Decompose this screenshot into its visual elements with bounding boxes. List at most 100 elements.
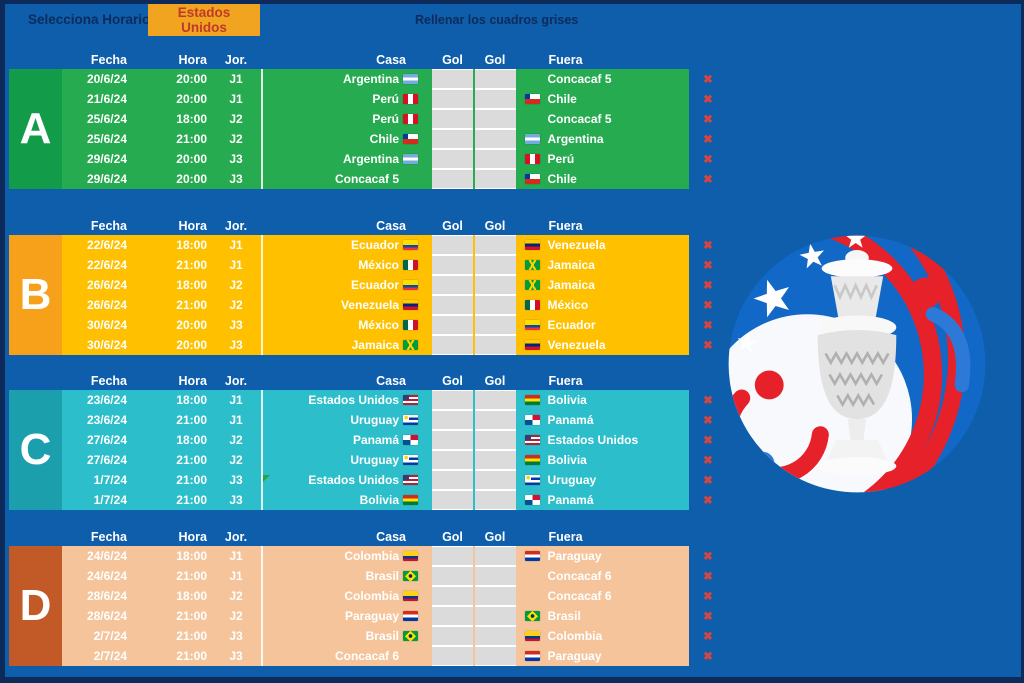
delete-row-button[interactable]: ✖ xyxy=(703,94,713,106)
gol-fuera-cell[interactable] xyxy=(474,149,516,169)
delete-row-button[interactable]: ✖ xyxy=(703,134,713,146)
flag-mexico-icon xyxy=(403,320,418,330)
fixture-row: 1/7/24 21:00 J3 Estados Unidos Uruguay ✖ xyxy=(62,470,713,490)
delete-row-button[interactable]: ✖ xyxy=(703,260,713,272)
gol-casa-cell[interactable] xyxy=(432,626,473,646)
gol-fuera-cell[interactable] xyxy=(474,546,516,566)
delete-row-button[interactable]: ✖ xyxy=(703,395,713,407)
group-d-section: Fecha Hora Jor. Casa Gol Gol Fuera D 24/… xyxy=(9,529,729,669)
delete-row-button[interactable]: ✖ xyxy=(703,280,713,292)
gol-casa-cell[interactable] xyxy=(432,586,473,606)
jornada-cell: J1 xyxy=(229,92,243,106)
gol-fuera-cell[interactable] xyxy=(474,275,516,295)
gol-casa-cell[interactable] xyxy=(432,235,473,255)
gol-fuera-cell[interactable] xyxy=(474,255,516,275)
gol-fuera-cell[interactable] xyxy=(474,169,516,189)
gol-fuera-cell[interactable] xyxy=(474,69,516,89)
gol-casa-cell[interactable] xyxy=(432,129,473,149)
gol-fuera-cell[interactable] xyxy=(474,646,516,666)
gol-fuera-cell[interactable] xyxy=(474,89,516,109)
gol-fuera-cell[interactable] xyxy=(474,490,516,510)
gol-casa-cell[interactable] xyxy=(432,606,473,626)
gol-fuera-cell[interactable] xyxy=(474,315,516,335)
delete-row-button[interactable]: ✖ xyxy=(703,591,713,603)
gol-casa-cell[interactable] xyxy=(432,410,473,430)
flag-brasil-icon xyxy=(524,611,540,621)
gol-casa-cell[interactable] xyxy=(432,546,473,566)
delete-row-button[interactable]: ✖ xyxy=(703,415,713,427)
casa-cell: Argentina xyxy=(261,152,420,166)
gol-casa-cell[interactable] xyxy=(432,89,473,109)
timezone-select-button[interactable]: Estados Unidos xyxy=(148,4,260,36)
gol-fuera-cell[interactable] xyxy=(474,470,516,490)
delete-row-button[interactable]: ✖ xyxy=(703,435,713,447)
gol-fuera-cell[interactable] xyxy=(474,586,516,606)
gol-fuera-cell[interactable] xyxy=(474,626,516,646)
hora-cell: 21:00 xyxy=(176,473,207,487)
gol-casa-cell[interactable] xyxy=(432,430,473,450)
delete-row-button[interactable]: ✖ xyxy=(703,240,713,252)
delete-row-button[interactable]: ✖ xyxy=(703,455,713,467)
gol-casa-cell[interactable] xyxy=(432,255,473,275)
gol-fuera-cell[interactable] xyxy=(474,335,516,355)
group-letter-badge: D xyxy=(9,546,62,666)
fuera-cell: Uruguay xyxy=(519,473,690,487)
fixture-row: 2/7/24 21:00 J3 Concacaf 6 Paraguay ✖ xyxy=(62,646,713,666)
gol-casa-cell[interactable] xyxy=(432,646,473,666)
delete-row-button[interactable]: ✖ xyxy=(703,340,713,352)
gol-casa-cell[interactable] xyxy=(432,390,473,410)
gol-fuera-cell[interactable] xyxy=(474,390,516,410)
away-team-name: Jamaica xyxy=(547,258,595,272)
delete-row-button[interactable]: ✖ xyxy=(703,631,713,643)
delete-row-button[interactable]: ✖ xyxy=(703,174,713,186)
hora-cell: 20:00 xyxy=(176,318,207,332)
gol-fuera-cell[interactable] xyxy=(474,606,516,626)
gol-casa-cell[interactable] xyxy=(432,566,473,586)
gol-casa-cell[interactable] xyxy=(432,69,473,89)
gol-casa-cell[interactable] xyxy=(432,149,473,169)
flag-estados-unidos-icon xyxy=(403,395,418,405)
delete-row-button[interactable]: ✖ xyxy=(703,495,713,507)
delete-row-button[interactable]: ✖ xyxy=(703,651,713,663)
delete-row-button[interactable]: ✖ xyxy=(703,114,713,126)
casa-cell: Ecuador xyxy=(261,278,420,292)
gol-fuera-cell[interactable] xyxy=(474,450,516,470)
gol-fuera-cell[interactable] xyxy=(474,129,516,149)
gol-fuera-cell[interactable] xyxy=(474,410,516,430)
gol-fuera-cell[interactable] xyxy=(474,566,516,586)
gol-casa-cell[interactable] xyxy=(432,335,473,355)
delete-row-button[interactable]: ✖ xyxy=(703,300,713,312)
casa-cell: Bolivia xyxy=(261,493,420,507)
casa-cell: Panamá xyxy=(261,433,420,447)
delete-row-button[interactable]: ✖ xyxy=(703,571,713,583)
group-b-section: Fecha Hora Jor. Casa Gol Gol Fuera B 22/… xyxy=(9,218,729,358)
fuera-cell: Bolivia xyxy=(519,453,690,467)
gol-fuera-cell[interactable] xyxy=(474,235,516,255)
away-team-name: Argentina xyxy=(547,132,604,146)
gol-casa-cell[interactable] xyxy=(432,490,473,510)
gol-fuera-cell[interactable] xyxy=(474,109,516,129)
gol-casa-cell[interactable] xyxy=(432,450,473,470)
gol-fuera-cell[interactable] xyxy=(474,295,516,315)
delete-row-button[interactable]: ✖ xyxy=(703,551,713,563)
gol-fuera-cell[interactable] xyxy=(474,430,516,450)
gol-casa-cell[interactable] xyxy=(432,169,473,189)
delete-row-button[interactable]: ✖ xyxy=(703,475,713,487)
gol-casa-cell[interactable] xyxy=(432,470,473,490)
delete-row-button[interactable]: ✖ xyxy=(703,320,713,332)
jornada-cell: J1 xyxy=(229,258,243,272)
group-rows: 22/6/24 18:00 J1 Ecuador Venezuela ✖ 22/… xyxy=(62,235,713,355)
delete-row-button[interactable]: ✖ xyxy=(703,611,713,623)
hora-cell: 21:00 xyxy=(176,453,207,467)
column-header-fecha: Fecha xyxy=(90,374,127,388)
delete-row-button[interactable]: ✖ xyxy=(703,74,713,86)
group-table: C 23/6/24 18:00 J1 Estados Unidos Bolivi… xyxy=(9,390,713,510)
delete-row-button[interactable]: ✖ xyxy=(703,154,713,166)
gol-casa-cell[interactable] xyxy=(432,109,473,129)
gol-casa-cell[interactable] xyxy=(432,295,473,315)
gol-casa-cell[interactable] xyxy=(432,275,473,295)
away-team-name: Panamá xyxy=(547,493,594,507)
gol-casa-cell[interactable] xyxy=(432,315,473,335)
fecha-cell: 25/6/24 xyxy=(86,132,127,146)
fixture-row: 29/6/24 20:00 J3 Argentina Perú ✖ xyxy=(62,149,713,169)
